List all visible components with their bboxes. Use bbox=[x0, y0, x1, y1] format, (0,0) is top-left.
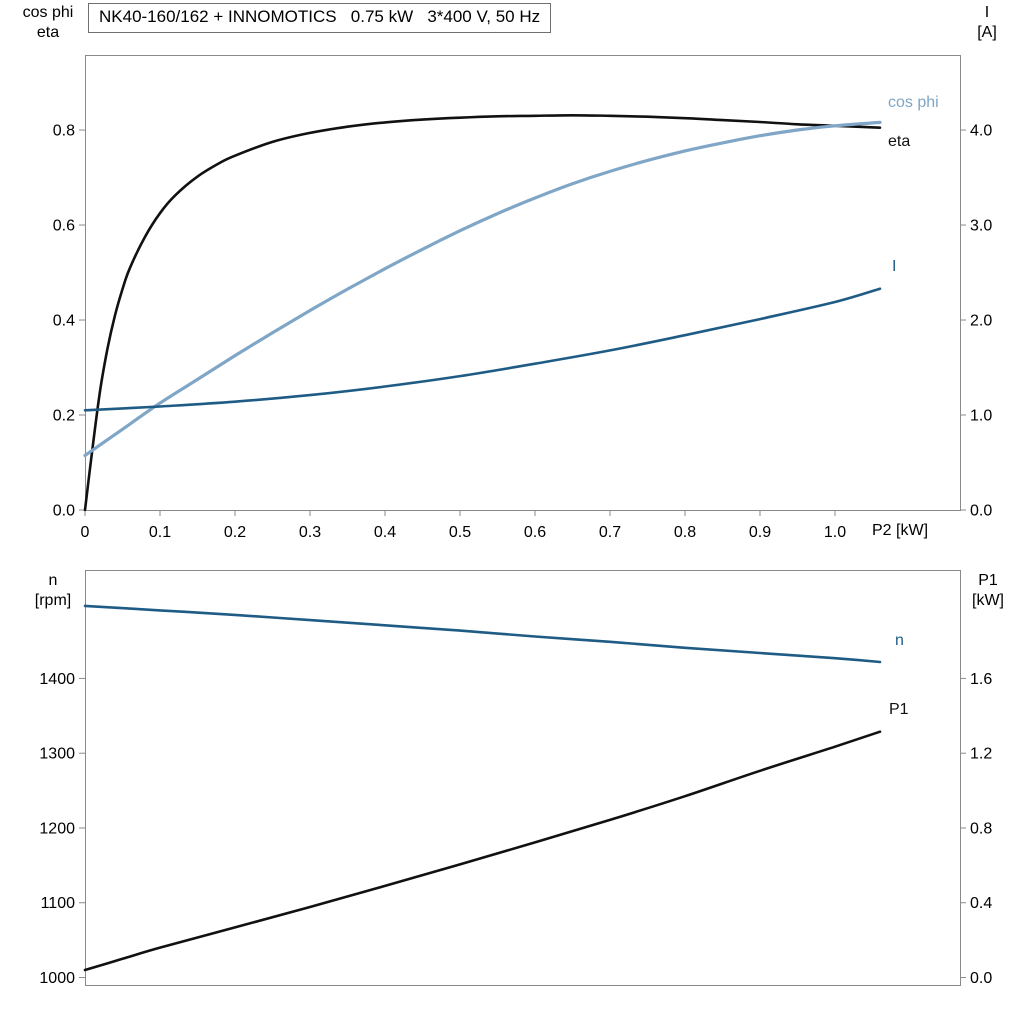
plot-0: 0 0.1 0.2 0.3 0.4 0.5 0.6 0.7 0.8 0.9 1.0 0.0 0.2 0.4… bbox=[53, 55, 992, 541]
top-left-axis-line1: cos phi bbox=[22, 4, 74, 21]
top-left-axis-label: cos phi eta bbox=[6, 3, 90, 43]
bottom-right-axis-line2: [kW] bbox=[972, 592, 1004, 609]
curve-i bbox=[83, 287, 882, 412]
y-right-tick-label: 4.0 bbox=[970, 123, 992, 140]
y-left-tick-label: 1300 bbox=[39, 746, 75, 763]
y-right-tick-label: 1.6 bbox=[970, 671, 992, 688]
x-tick-label: 0.7 bbox=[599, 524, 621, 541]
top-right-axis-line1: I bbox=[984, 4, 990, 21]
x-tick-label: 0.9 bbox=[749, 524, 771, 541]
y-left-tick-label: 0.4 bbox=[53, 313, 75, 330]
curve-cos-phi bbox=[83, 120, 882, 457]
top-right-axis-line2: [A] bbox=[977, 24, 997, 41]
y-right-tick-label: 2.0 bbox=[970, 313, 992, 330]
bottom-left-axis-line2: [rpm] bbox=[34, 592, 72, 609]
x-tick-label: 0.5 bbox=[449, 524, 471, 541]
x-tick-label: 0.2 bbox=[224, 524, 246, 541]
chart-title: NK40-160/162 + INNOMOTICS 0.75 kW 3*400 … bbox=[88, 3, 552, 33]
p1-curve-label: P1 bbox=[889, 701, 909, 718]
bottom-left-axis-label: n [rpm] bbox=[12, 571, 94, 611]
x-tick-label: 0.6 bbox=[524, 524, 546, 541]
x-tick-label: 0.3 bbox=[299, 524, 321, 541]
bottom-left-axis-line1: n bbox=[48, 572, 58, 589]
curve-eta bbox=[83, 114, 882, 512]
x-tick-label: 1.0 bbox=[824, 524, 846, 541]
y-left-tick-label: 0.2 bbox=[53, 408, 75, 425]
cos-phi-curve-label: cos phi bbox=[888, 94, 939, 111]
y-right-tick-label: 0.0 bbox=[970, 503, 992, 520]
current-curve-label: I bbox=[892, 258, 897, 275]
plot-1: 1000 1100 1200 1300 1400 0.0 0.4 0.8 1.2 1.6 bbox=[39, 570, 992, 987]
curve-p1 bbox=[83, 730, 882, 972]
y-right-tick-label: 0.4 bbox=[970, 895, 992, 912]
top-left-axis-line2: eta bbox=[36, 24, 60, 41]
x-tick-label: 0.1 bbox=[149, 524, 171, 541]
eta-curve-label: eta bbox=[888, 133, 911, 150]
y-left-tick-label: 0.8 bbox=[53, 123, 75, 140]
x-axis-label: P2 [kW] bbox=[872, 522, 929, 539]
y-right-tick-label: 1.0 bbox=[970, 408, 992, 425]
y-right-tick-label: 1.2 bbox=[970, 746, 992, 763]
y-left-tick-label: 1000 bbox=[39, 970, 75, 987]
bottom-right-axis-label: P1 [kW] bbox=[956, 571, 1020, 611]
speed-curve-label: n bbox=[895, 632, 904, 649]
bottom-right-axis-line1: P1 bbox=[978, 572, 998, 589]
x-tick-label: 0 bbox=[81, 524, 90, 541]
plot-frame bbox=[85, 55, 961, 511]
top-right-axis-label: I [A] bbox=[956, 3, 1018, 43]
y-left-tick-label: 0.0 bbox=[53, 503, 75, 520]
y-right-tick-label: 0.0 bbox=[970, 970, 992, 987]
y-right-tick-label: 0.8 bbox=[970, 820, 992, 837]
y-left-tick-label: 0.6 bbox=[53, 218, 75, 235]
curve-n bbox=[83, 604, 882, 664]
x-tick-label: 0.8 bbox=[674, 524, 696, 541]
x-tick-label: 0.4 bbox=[374, 524, 396, 541]
y-left-tick-label: 1400 bbox=[39, 671, 75, 688]
y-right-tick-label: 3.0 bbox=[970, 218, 992, 235]
plot-frame bbox=[85, 570, 961, 986]
y-left-tick-label: 1100 bbox=[41, 895, 76, 912]
y-left-tick-label: 1200 bbox=[39, 820, 75, 837]
